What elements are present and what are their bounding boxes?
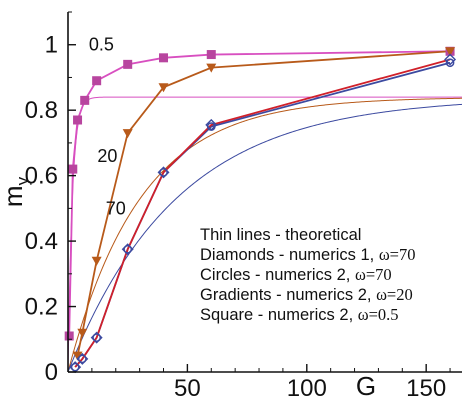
legend-entry-label: Gradients - numerics 2,	[200, 286, 376, 304]
diamond-marker	[90, 331, 103, 344]
curve-label: 20	[97, 146, 117, 166]
diamond-marker	[121, 243, 134, 256]
y-axis-title-sub: y	[13, 176, 32, 185]
legend-entry: Square - numerics 2, ω=0.5	[200, 305, 399, 324]
triangle-marker	[122, 129, 133, 139]
triangle-marker	[77, 328, 88, 338]
x-tick-label: 150	[406, 375, 446, 398]
circle-marker	[445, 58, 455, 68]
y-axis-title: my	[0, 176, 32, 207]
series-line	[74, 58, 451, 368]
legend-entry-label: Diamonds - numerics 1,	[200, 246, 379, 264]
legend-entry-omega: ω=0.5	[358, 305, 399, 324]
curve-label: 0.5	[89, 35, 114, 55]
triangle-marker	[206, 63, 217, 73]
diamond-marker	[444, 53, 457, 66]
legend-entry-omega: ω=20	[376, 285, 413, 304]
y-tick-label: 0.8	[25, 97, 58, 124]
y-tick-label: 0.6	[25, 163, 58, 190]
square-marker	[206, 50, 216, 60]
legend-entry: Circles - numerics 2, ω=70	[200, 265, 392, 284]
legend-entry-omega: ω=70	[379, 245, 416, 264]
legend-entry: Gradients - numerics 2, ω=20	[200, 285, 413, 304]
x-tick-label: 100	[287, 375, 327, 398]
square-marker	[73, 115, 83, 125]
circle-marker	[77, 354, 87, 364]
legend-entry: Diamonds - numerics 1, ω=70	[200, 245, 415, 264]
legend-entry-label: Circles - numerics 2,	[200, 266, 355, 284]
square-marker	[68, 164, 78, 174]
legend-entry-label: Square - numerics 2,	[200, 306, 358, 324]
axis-labels: G my	[0, 176, 376, 401]
legend-entry-omega: ω=70	[355, 265, 392, 284]
circle-marker	[123, 244, 133, 254]
square-marker	[123, 59, 133, 69]
y-tick-label: 0.4	[25, 228, 58, 255]
y-axis-title-base: m	[0, 185, 28, 207]
theory-line	[67, 96, 462, 373]
square-marker	[159, 53, 169, 63]
diamond-marker	[205, 118, 218, 131]
x-tick-label: 50	[174, 375, 201, 398]
triangle-marker	[72, 351, 83, 361]
y-tick-label: 0	[45, 359, 58, 386]
triangle-marker	[158, 83, 169, 93]
series-markers	[64, 46, 457, 374]
square-marker	[92, 76, 102, 86]
theory-line	[67, 103, 463, 373]
circle-marker	[159, 168, 168, 177]
circle-marker	[92, 333, 102, 342]
curve-label: 70	[106, 198, 126, 218]
axes	[67, 12, 462, 373]
diamond-marker	[76, 352, 89, 365]
diamond-marker	[157, 166, 170, 179]
legend-entry: Thin lines - theoretical	[200, 226, 361, 244]
triangle-marker	[91, 256, 102, 266]
circle-marker	[70, 362, 80, 372]
theory-lines	[67, 96, 463, 373]
curve-labels: 0.5 20 70	[89, 35, 126, 219]
triangle-marker	[445, 47, 456, 57]
square-marker	[64, 331, 74, 341]
square-marker	[80, 95, 90, 105]
y-tick-label: 1	[45, 32, 58, 59]
x-axis-title: G	[356, 371, 376, 398]
theory-line	[67, 97, 463, 373]
y-tick-label: 0.2	[25, 294, 58, 321]
legend-entry-label: Thin lines - theoretical	[200, 226, 361, 244]
